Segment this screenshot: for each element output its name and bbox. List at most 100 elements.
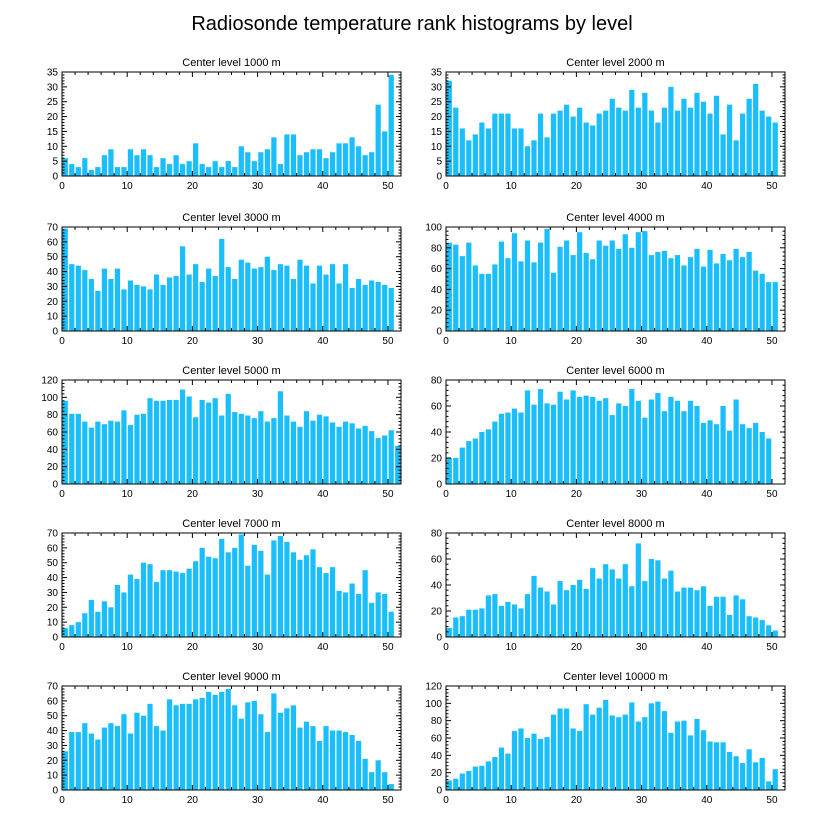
y-tick-label: 0 (52, 172, 58, 183)
histogram-bar (740, 599, 746, 637)
histogram-bar (251, 418, 257, 484)
histogram-bar (166, 570, 173, 637)
panel-title: Center level 6000 m (566, 365, 664, 377)
histogram-bar (524, 390, 531, 484)
x-tick-label: 30 (636, 336, 648, 347)
histogram-bar (485, 595, 491, 637)
histogram-bar (524, 594, 531, 637)
x-tick-label: 40 (317, 795, 329, 806)
histogram-bar (375, 104, 381, 176)
histogram-bar (524, 146, 531, 176)
histogram-bar (766, 116, 772, 176)
histogram-bar (564, 240, 570, 331)
histogram-bar (303, 265, 310, 331)
histogram-bar (212, 276, 218, 331)
histogram-bar (700, 422, 707, 484)
histogram-bar (369, 602, 375, 637)
histogram-bar (557, 391, 563, 484)
histogram-bar (245, 565, 251, 637)
histogram-bar (459, 773, 465, 790)
histogram-bar (766, 781, 772, 790)
histogram-bar (642, 417, 648, 484)
y-tick-label: 40 (431, 285, 443, 296)
histogram-bar (459, 616, 465, 637)
x-tick-label: 0 (59, 642, 65, 653)
histogram-bar (349, 423, 355, 484)
histogram-bar (726, 104, 733, 176)
histogram-bar (453, 458, 459, 484)
histogram-bar (238, 534, 244, 637)
y-tick-label: 20 (47, 756, 59, 767)
histogram-bar (342, 143, 349, 176)
histogram-bar (75, 732, 81, 790)
histogram-bar (140, 286, 147, 331)
histogram-bar (173, 399, 179, 484)
y-tick-label: 30 (47, 82, 59, 93)
histogram-bar (531, 404, 537, 484)
histogram-bar (505, 258, 511, 331)
y-tick-label: 30 (47, 282, 59, 293)
histogram-bar (466, 441, 472, 484)
histogram-bar (642, 231, 648, 331)
histogram-bar (277, 712, 284, 790)
histogram-bar (349, 287, 355, 331)
histogram-bar (375, 592, 381, 637)
histogram-bar (772, 769, 778, 790)
histogram-bar (369, 431, 375, 484)
y-tick-label: 5 (436, 157, 442, 168)
histogram-bar (531, 262, 537, 331)
x-tick-label: 0 (59, 336, 65, 347)
histogram-bar (720, 254, 726, 331)
histogram-bar (88, 170, 94, 176)
histogram-bar (95, 290, 101, 331)
x-tick-label: 20 (571, 642, 583, 653)
histogram-bar (687, 400, 694, 484)
histogram-bar (147, 398, 153, 484)
histogram-bar (733, 248, 739, 331)
histogram-bar (700, 586, 707, 637)
histogram-bar (570, 390, 576, 484)
histogram-bar (577, 579, 583, 637)
histogram-bar (219, 415, 225, 484)
histogram-bar (388, 611, 394, 637)
histogram-bar (648, 255, 654, 331)
histogram-bar (95, 167, 101, 176)
histogram-bar (753, 270, 759, 331)
histogram-bar (609, 98, 615, 176)
histogram-bar (746, 616, 752, 637)
histogram-bar (264, 574, 270, 637)
histogram-bar (570, 585, 576, 637)
x-tick-label: 40 (317, 181, 329, 192)
histogram-bar (550, 404, 557, 484)
histogram-bar (342, 732, 349, 790)
histogram-bar (531, 140, 537, 176)
histogram-bar (153, 726, 160, 790)
histogram-bar (121, 167, 127, 176)
y-tick-label: 120 (41, 376, 58, 387)
histogram-bar (446, 458, 452, 484)
histogram-bar (134, 284, 140, 331)
histogram-bar (238, 146, 244, 176)
histogram-bar (271, 270, 277, 331)
histogram-bar (303, 411, 310, 484)
y-tick-label: 0 (52, 480, 58, 491)
y-tick-label: 35 (47, 68, 59, 79)
histogram-bar (147, 703, 153, 790)
histogram-bar (166, 164, 173, 176)
x-tick-label: 40 (701, 795, 713, 806)
histogram-bar (388, 287, 394, 331)
histogram-bar (245, 152, 251, 176)
histogram-bar (472, 134, 478, 176)
y-tick-label: 50 (47, 252, 59, 263)
histogram-bar (69, 413, 75, 484)
histogram-bar (219, 691, 225, 790)
histogram-bar (329, 422, 336, 484)
histogram-bar (661, 578, 668, 637)
histogram-bar (69, 164, 75, 176)
histogram-bar (186, 703, 192, 790)
histogram-bar (524, 240, 531, 331)
histogram-bar (531, 575, 537, 637)
histogram-bar (186, 161, 192, 176)
histogram-bar (622, 714, 628, 790)
histogram-bar (290, 279, 297, 331)
